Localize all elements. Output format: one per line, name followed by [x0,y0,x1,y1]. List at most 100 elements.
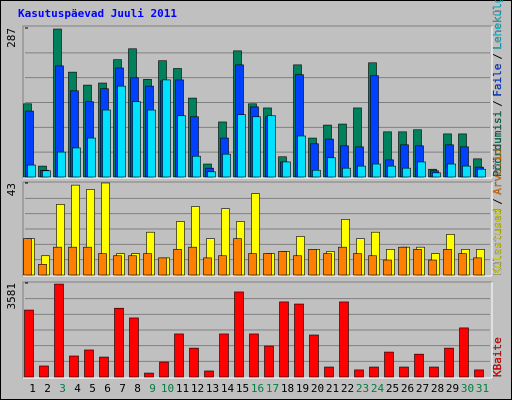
bar [384,351,394,378]
legend-sep: / [491,198,504,205]
bar [342,167,351,178]
bar [263,253,272,276]
bar [87,137,96,178]
bar [398,246,407,276]
bar [387,165,396,178]
bar [429,366,439,378]
x-tick-label: 20 [311,382,324,395]
bar [39,365,49,378]
x-tick-label: 25 [386,382,399,395]
bar [414,353,424,378]
bar [282,161,291,178]
bar [99,356,109,378]
bar [324,366,334,378]
bar [147,109,156,178]
bar [264,345,274,378]
bar [188,246,197,276]
bar [189,347,199,378]
bar [219,333,229,378]
x-tick-label: 22 [341,382,354,395]
bar [354,369,364,378]
x-tick-label: 11 [176,382,189,395]
y-tick-label: 43 [5,183,18,196]
bar [402,167,411,178]
x-tick-label: 6 [104,382,111,395]
bar [323,253,332,276]
bar [159,361,169,378]
bar [458,253,467,276]
bar [372,163,381,178]
bar [57,151,66,178]
x-tick-label: 8 [134,382,141,395]
bar [477,168,486,178]
legend-label: Külastused [491,209,504,275]
x-tick-label: 3 [59,382,66,395]
bar [293,255,302,276]
bar [327,157,336,178]
bar [357,165,366,178]
bar [297,135,306,178]
bar [459,327,469,378]
chart-title: Kasutuspäevad Juuli 2011 [18,7,177,20]
bar [114,307,124,378]
bar [129,317,139,378]
x-tick-label: 21 [326,382,339,395]
bar [370,75,379,178]
bar [432,172,441,178]
bar [54,283,64,378]
bar [38,264,47,276]
legend-label: Lehekülgi [491,0,504,50]
x-tick-label: 26 [401,382,414,395]
bar [368,255,377,276]
legend-label: Faile [491,64,504,97]
x-tick-label: 17 [266,382,279,395]
bar [339,301,349,378]
bar [308,249,317,276]
x-tick-label: 16 [251,382,264,395]
bar [338,246,347,276]
bar [444,347,454,378]
x-tick-label: 14 [221,382,235,395]
x-tick-label: 19 [296,382,309,395]
x-tick-label: 13 [206,382,219,395]
y-tick-label: 287 [5,28,18,48]
bar [83,246,92,276]
x-tick-label: 27 [416,382,429,395]
x-tick-label: 7 [119,382,126,395]
legend-sep: / [491,100,504,107]
bar [353,253,362,276]
bar [369,366,379,378]
bar [102,109,111,178]
bar [203,257,212,276]
legend-label: Pöördumisi [491,111,504,177]
bar [204,370,214,378]
bar [462,165,471,178]
bar [42,170,51,178]
bar [69,355,79,378]
bar [233,238,242,276]
bar [218,255,227,276]
bar [267,115,276,178]
x-tick-label: 2 [44,382,51,395]
bar [278,251,287,276]
x-tick-label: 5 [89,382,96,395]
bar [98,253,107,276]
bar [252,116,261,178]
x-tick-label: 12 [191,382,204,395]
x-tick-label: 29 [446,382,459,395]
x-tick-label: 24 [371,382,385,395]
bar [234,291,244,378]
y-tick-label: 3581 [5,283,18,310]
bar [417,161,426,178]
bar [68,246,77,276]
bar [113,255,122,276]
legend-label: KBaite [491,337,504,377]
bar [249,333,259,378]
bar [84,349,94,378]
bar [383,259,392,276]
bar [174,333,184,378]
bar [144,372,154,378]
bar [447,163,456,178]
bar [132,101,141,178]
